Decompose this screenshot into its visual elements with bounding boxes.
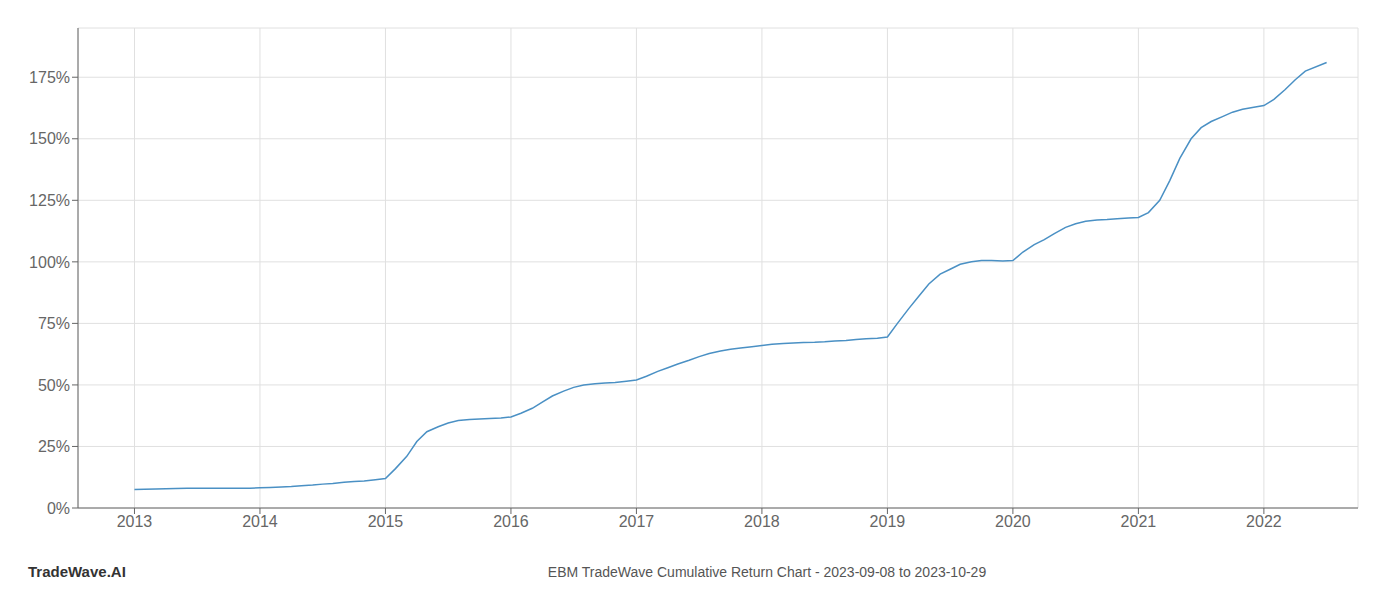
svg-text:2020: 2020 xyxy=(995,513,1031,530)
html-text:TradeWave.AI: TradeWave.AI xyxy=(28,563,126,580)
svg-text:100%: 100% xyxy=(29,254,70,271)
svg-text:2016: 2016 xyxy=(493,513,529,530)
svg-text:2013: 2013 xyxy=(117,513,153,530)
svg-text:2017: 2017 xyxy=(619,513,655,530)
svg-text:125%: 125% xyxy=(29,192,70,209)
svg-text:175%: 175% xyxy=(29,69,70,86)
svg-text:2022: 2022 xyxy=(1246,513,1282,530)
svg-text:2014: 2014 xyxy=(242,513,278,530)
svg-text:2015: 2015 xyxy=(368,513,404,530)
svg-text:75%: 75% xyxy=(38,315,70,332)
html-text:EBM TradeWave Cumulative Retur: EBM TradeWave Cumulative Return Chart - … xyxy=(547,564,987,580)
svg-text:2021: 2021 xyxy=(1121,513,1157,530)
svg-text:50%: 50% xyxy=(38,377,70,394)
svg-text:2018: 2018 xyxy=(744,513,780,530)
svg-text:0%: 0% xyxy=(47,500,70,517)
svg-text:2019: 2019 xyxy=(870,513,906,530)
svg-text:150%: 150% xyxy=(29,130,70,147)
svg-text:25%: 25% xyxy=(38,438,70,455)
